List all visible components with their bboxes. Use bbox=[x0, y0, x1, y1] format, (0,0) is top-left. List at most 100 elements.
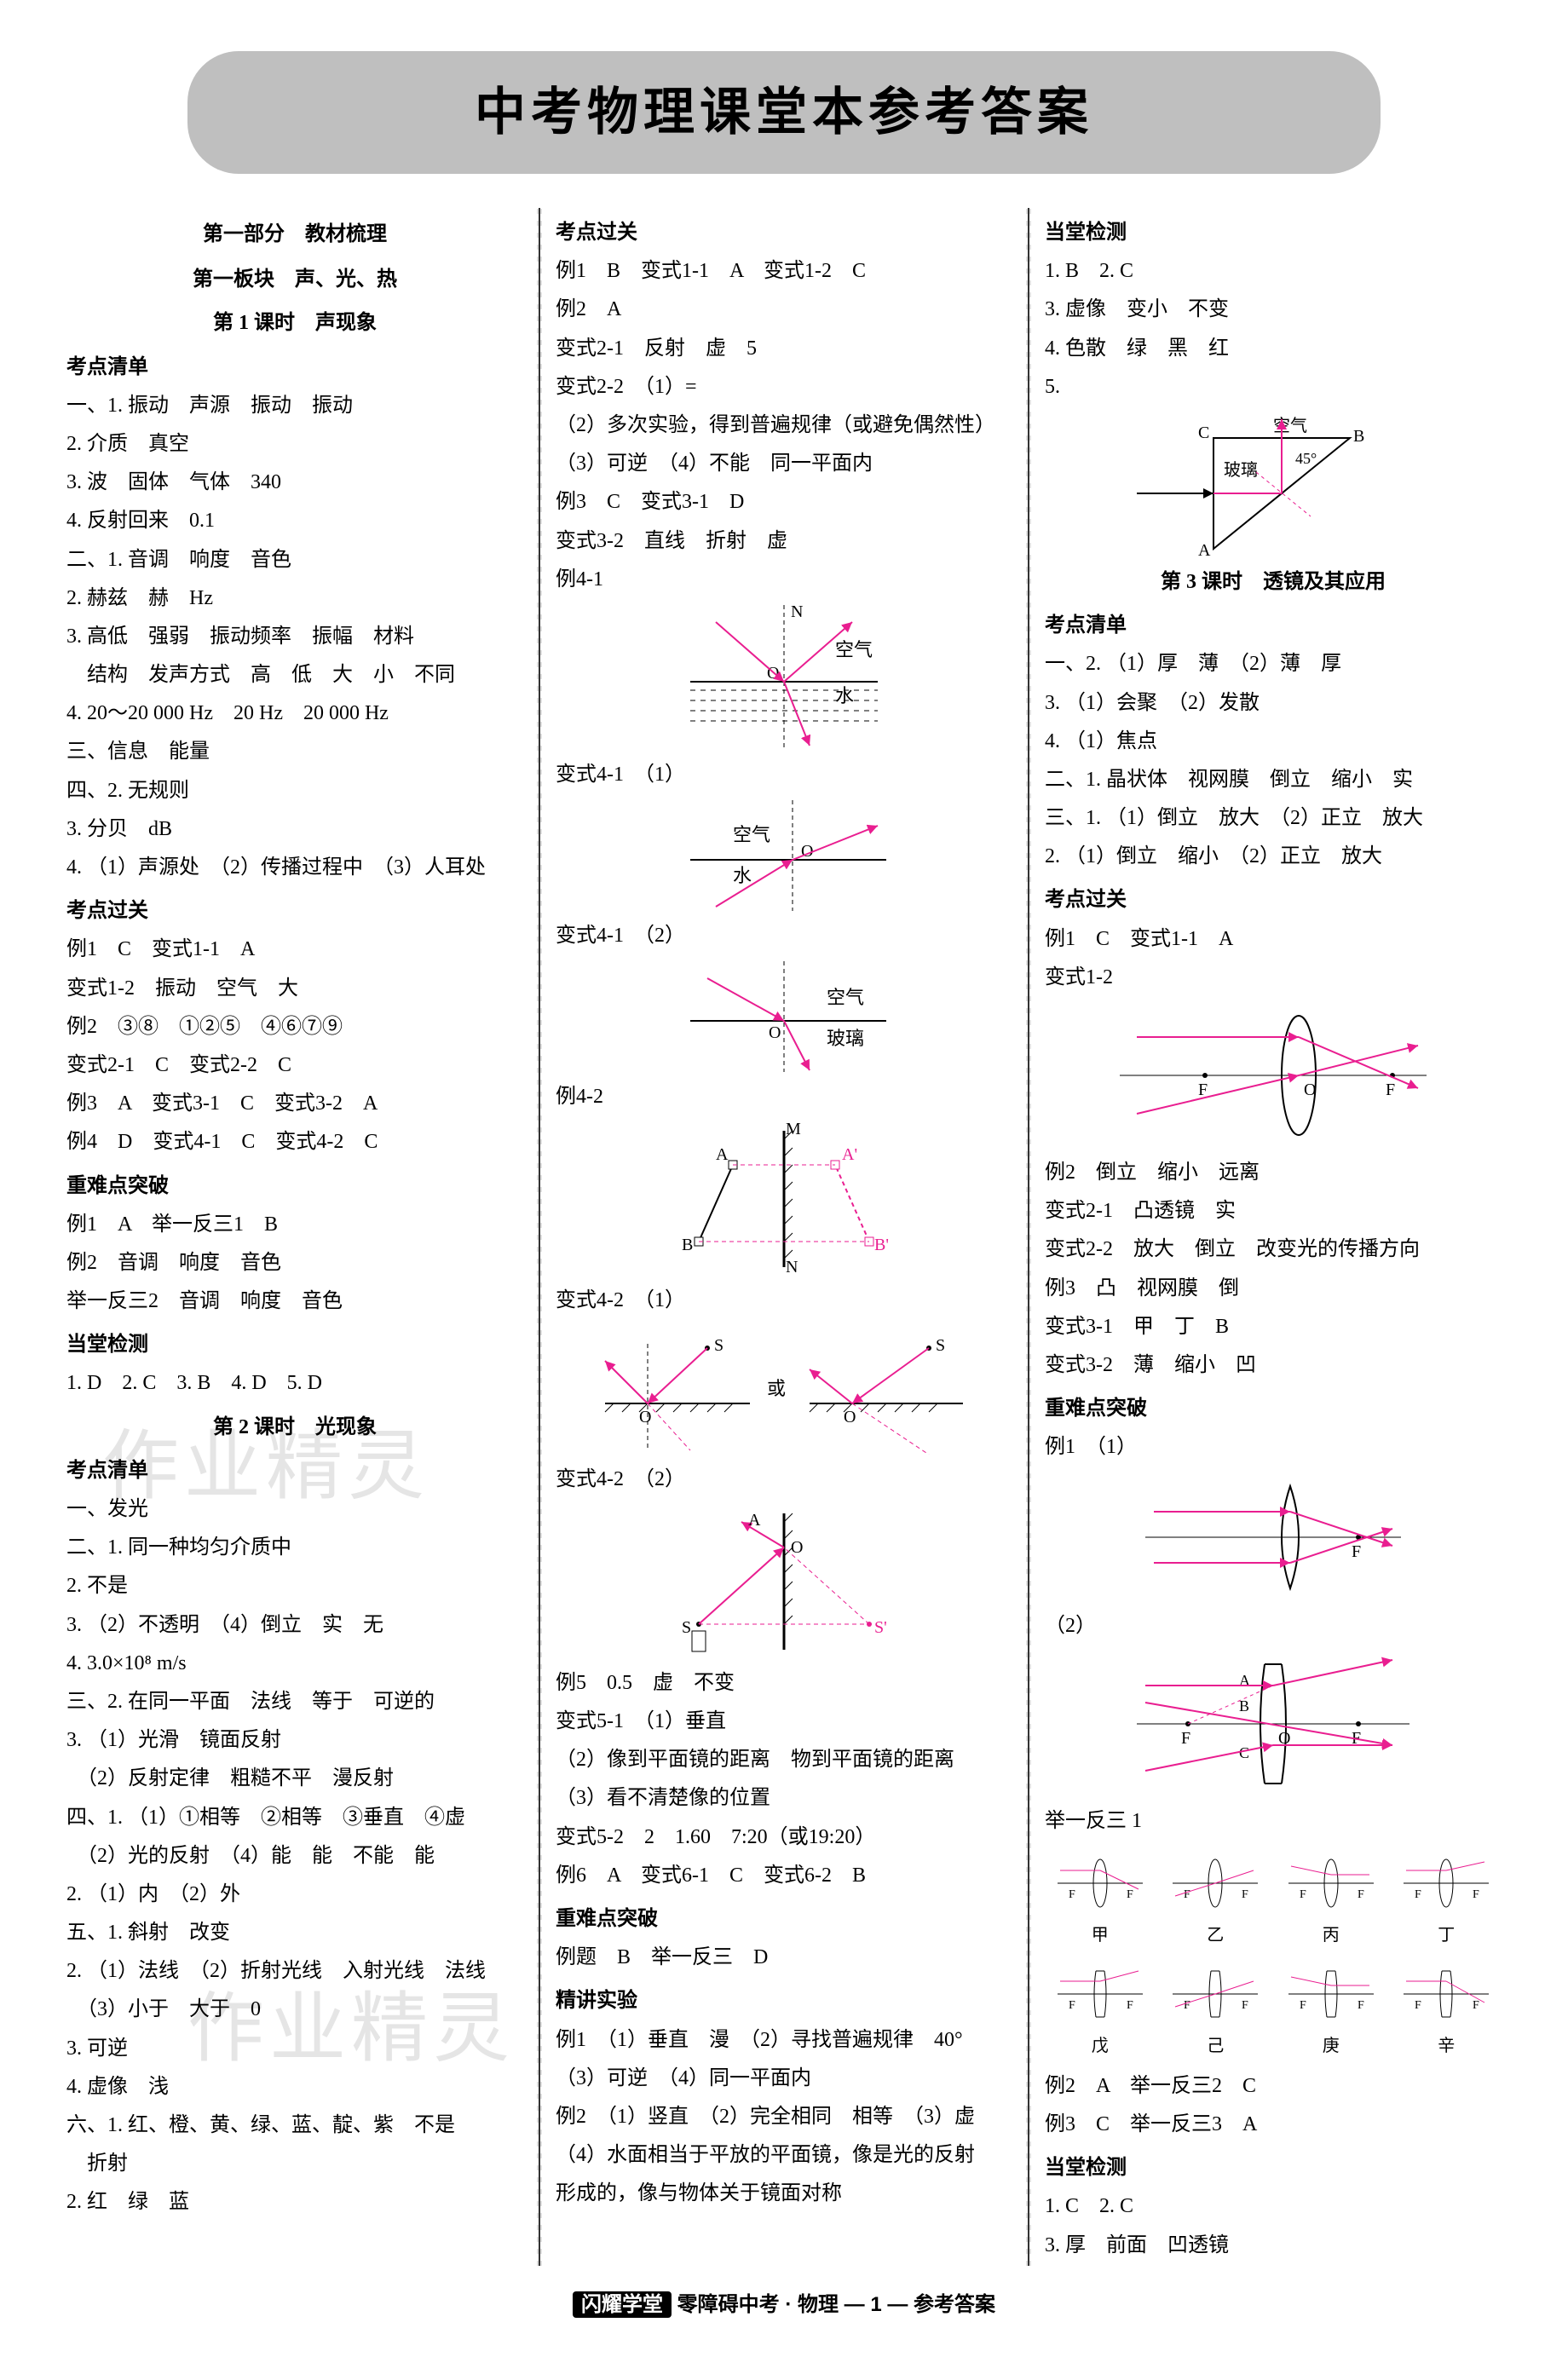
label-Ap: A' bbox=[842, 1145, 857, 1164]
title-banner: 中考物理课堂本参考答案 bbox=[187, 51, 1381, 174]
svg-text:F: F bbox=[1184, 1999, 1190, 2012]
heading-dt: 当堂检测 bbox=[1045, 2150, 1502, 2187]
text-line: 2. 不是 bbox=[66, 1568, 523, 1605]
text-line: 4. （1）声源处 （2）传播过程中 （3）人耳处 bbox=[66, 850, 523, 886]
text-line: 2. （1）内 （2）外 bbox=[66, 1876, 523, 1913]
gg1-list: 例1 C 变式1-1 A 变式1-2 振动 空气 大 例2 ③⑧ ①②⑤ ④⑥⑦… bbox=[66, 931, 523, 1161]
columns: 第一部分 教材梳理 第一板块 声、光、热 第 1 课时 声现象 考点清单 一、1… bbox=[51, 208, 1517, 2266]
label-B: B bbox=[1353, 427, 1364, 446]
text-line: 4. 3.0×10⁸ m/s bbox=[66, 1645, 523, 1682]
text-line: 例2 A 举一反三2 C bbox=[1045, 2068, 1502, 2105]
text-line: 例3 A 变式3-1 C 变式3-2 A bbox=[66, 1086, 523, 1122]
label-O: O bbox=[769, 1023, 781, 1042]
text-line: 变式4-2 （1） bbox=[556, 1282, 1012, 1319]
text-line: 4. 反射回来 0.1 bbox=[66, 503, 523, 539]
svg-text:F: F bbox=[1415, 1888, 1421, 1901]
option-label: 己 bbox=[1168, 2031, 1262, 2061]
text-line: 4. （1）焦点 bbox=[1045, 723, 1502, 760]
text-line: 例1 （1） bbox=[1045, 1429, 1502, 1466]
text-line: 例4 D 变式4-1 C 变式4-2 C bbox=[66, 1124, 523, 1161]
label-F: F bbox=[1386, 1081, 1395, 1099]
label-water: 水 bbox=[733, 865, 752, 886]
label-S: S bbox=[682, 1618, 691, 1637]
lesson3-title: 第 3 课时 透镜及其应用 bbox=[1045, 564, 1502, 601]
text-line: 4. 虚像 浅 bbox=[66, 2069, 523, 2106]
text-line: 变式5-2 2 1.60 7:20（或19:20） bbox=[556, 1819, 1012, 1856]
svg-text:F: F bbox=[1127, 1999, 1133, 2012]
text-line: 六、1. 红、橙、黄、绿、蓝、靛、紫 不是 bbox=[66, 2107, 523, 2144]
label-F: F bbox=[1181, 1729, 1190, 1748]
text-line: 四、1. （1）①相等 ②相等 ③垂直 ④虚 bbox=[66, 1800, 523, 1836]
text-line: 例5 0.5 虚 不变 bbox=[556, 1665, 1012, 1702]
heading-gg: 考点过关 bbox=[556, 215, 1012, 251]
text-line: 3. （2）不透明 （4）倒立 实 无 bbox=[66, 1607, 523, 1644]
option-label: 戊 bbox=[1053, 2031, 1147, 2061]
heading-dt: 当堂检测 bbox=[66, 1327, 523, 1363]
text-line: 变式4-1 （1） bbox=[556, 757, 1012, 793]
text-line: 1. C 2. C bbox=[1045, 2188, 1502, 2225]
text-line: 举一反三 1 bbox=[1045, 1803, 1502, 1840]
text-line: 3. 高低 强弱 振动频率 振幅 材料 bbox=[66, 619, 523, 655]
label-N: N bbox=[791, 605, 803, 621]
text-line: 二、1. 音调 响度 音色 bbox=[66, 542, 523, 579]
heading-qd: 考点清单 bbox=[66, 349, 523, 386]
heading-zn: 重难点突破 bbox=[66, 1168, 523, 1205]
label-A: A bbox=[748, 1511, 761, 1530]
text-line: 变式2-2 （1）= bbox=[556, 369, 1012, 406]
diagram-mirror-image-point: O S S' A bbox=[648, 1505, 920, 1658]
svg-text:F: F bbox=[1300, 1888, 1306, 1901]
text-line: 变式3-1 甲 丁 B bbox=[1045, 1309, 1502, 1346]
lens-option: FF 乙 bbox=[1168, 1847, 1262, 1951]
text-line: 变式4-2 （2） bbox=[556, 1461, 1012, 1498]
text-line: 例2 A bbox=[556, 291, 1012, 328]
text-line: （2）多次实验，得到普遍规律（或避免偶然性） bbox=[556, 407, 1012, 444]
option-label: 庚 bbox=[1284, 2031, 1378, 2061]
label-glass: 玻璃 bbox=[1224, 460, 1258, 480]
text-line: 2. 介质 真空 bbox=[66, 426, 523, 463]
text-line: 变式2-1 凸透镜 实 bbox=[1045, 1193, 1502, 1230]
text-line: 例4-1 bbox=[556, 562, 1012, 598]
diagram-convex-focus: F bbox=[1137, 1473, 1409, 1601]
svg-text:F: F bbox=[1069, 1888, 1075, 1901]
footer-text: 零障碍中考 · 物理 — 1 — 参考答案 bbox=[677, 2293, 995, 2316]
text-line: 4. 色散 绿 黑 红 bbox=[1045, 331, 1502, 367]
page-footer: 闪耀学堂 零障碍中考 · 物理 — 1 — 参考答案 bbox=[51, 2286, 1517, 2323]
text-line: 一、1. 振动 声源 振动 振动 bbox=[66, 388, 523, 424]
text-line: 例2 ③⑧ ①②⑤ ④⑥⑦⑨ bbox=[66, 1009, 523, 1046]
column-2: 考点过关 例1 B 变式1-1 A 变式1-2 C 例2 A 变式2-1 反射 … bbox=[540, 208, 1029, 2266]
diagram-refraction-water-air: 空气 水 O bbox=[673, 800, 895, 911]
zn1-list: 例1 A 举一反三1 B 例2 音调 响度 音色 举一反三2 音调 响度 音色 bbox=[66, 1207, 523, 1321]
text-line: 变式2-1 反射 虚 5 bbox=[556, 331, 1012, 367]
label-B: B bbox=[682, 1236, 693, 1254]
text-line: 二、1. 同一种均匀介质中 bbox=[66, 1530, 523, 1566]
label-F: F bbox=[1352, 1542, 1361, 1561]
column-3: 当堂检测 1. B 2. C 3. 虚像 变小 不变 4. 色散 绿 黑 红 5… bbox=[1029, 208, 1517, 2266]
svg-text:F: F bbox=[1358, 1999, 1364, 2012]
text-line: 例题 B 举一反三 D bbox=[556, 1939, 1012, 1976]
label-air: 空气 bbox=[1273, 416, 1307, 435]
text-line: 例3 C 举一反三3 A bbox=[1045, 2106, 1502, 2143]
svg-text:F: F bbox=[1473, 1888, 1479, 1901]
label-S: S bbox=[714, 1336, 723, 1355]
text-line: （3）小于 大于 0 bbox=[66, 1991, 523, 2028]
text-line: 例3 C 变式3-1 D bbox=[556, 484, 1012, 521]
svg-text:F: F bbox=[1127, 1888, 1133, 1901]
heading-gg: 考点过关 bbox=[66, 893, 523, 930]
text-line: 2. 红 绿 蓝 bbox=[66, 2184, 523, 2221]
svg-text:F: F bbox=[1242, 1999, 1248, 2012]
text-line: 例1 C 变式1-1 A bbox=[66, 931, 523, 968]
text-line: 例1 （1）垂直 漫 （2）寻找普遍规律 40° bbox=[556, 2022, 1012, 2059]
label-A: A bbox=[716, 1145, 729, 1164]
lens-option: FF 庚 bbox=[1284, 1957, 1378, 2061]
text-line: 例1 C 变式1-1 A bbox=[1045, 921, 1502, 958]
text-line: 折射 bbox=[66, 2146, 523, 2182]
text-line: 3. 虚像 变小 不变 bbox=[1045, 291, 1502, 328]
label-N: N bbox=[786, 1258, 798, 1276]
text-line: 3. 波 固体 气体 340 bbox=[66, 464, 523, 501]
label-A: A bbox=[1198, 541, 1211, 557]
text-line: 5. bbox=[1045, 369, 1502, 406]
label-glass: 玻璃 bbox=[827, 1028, 864, 1049]
text-line: 例1 A 举一反三1 B bbox=[66, 1207, 523, 1243]
text-line: （2） bbox=[1045, 1608, 1502, 1645]
svg-text:F: F bbox=[1242, 1888, 1248, 1901]
